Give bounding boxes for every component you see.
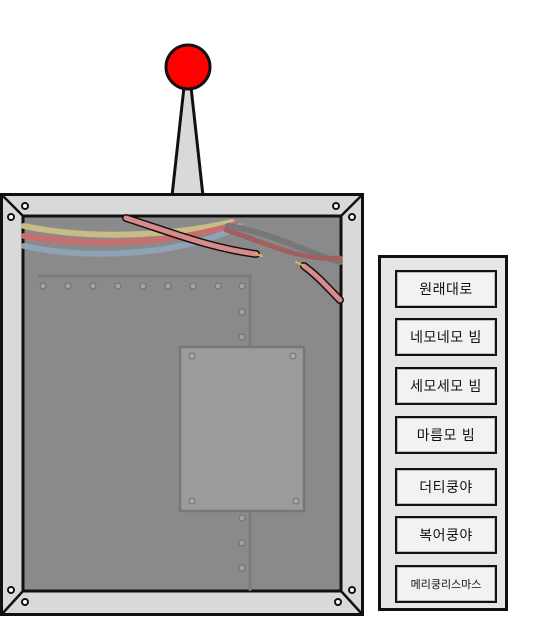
wire-spark-right: [295, 261, 305, 267]
wire-red: [21, 221, 239, 246]
frame-bevels: [1, 194, 363, 615]
plate-rivets: [39, 282, 246, 572]
dirty-kungya-button[interactable]: 더티쿵야: [395, 468, 497, 506]
original-button[interactable]: 원래대로: [395, 270, 497, 308]
access-panel[interactable]: [178, 345, 306, 513]
antenna-ball[interactable]: [164, 43, 212, 91]
button-panel: 원래대로 네모네모 빔 세모세모 빔 마름모 빔 더티쿵야 복어쿵야 메리쿵리스…: [378, 255, 508, 611]
wire-pink: [123, 215, 259, 257]
diamond-beam-button[interactable]: 마름모 빔: [395, 416, 497, 454]
antenna-stem: [170, 85, 205, 198]
square-beam-button[interactable]: 네모네모 빔: [395, 318, 497, 356]
wire-dark-red: [223, 227, 343, 261]
wire-blue: [21, 223, 243, 257]
wire-spark-left: [255, 253, 263, 257]
christmas-kungya-button[interactable]: 메리쿵리스마스: [395, 565, 497, 603]
access-panel-screws: [188, 352, 300, 505]
triangle-beam-button[interactable]: 세모세모 빔: [395, 367, 497, 405]
wire-bundle: [21, 214, 344, 304]
wire-pink-cut: [301, 263, 343, 303]
frame-screws: [7, 202, 356, 606]
wire-yellow: [21, 219, 235, 238]
puffer-kungya-button[interactable]: 복어쿵야: [395, 516, 497, 554]
